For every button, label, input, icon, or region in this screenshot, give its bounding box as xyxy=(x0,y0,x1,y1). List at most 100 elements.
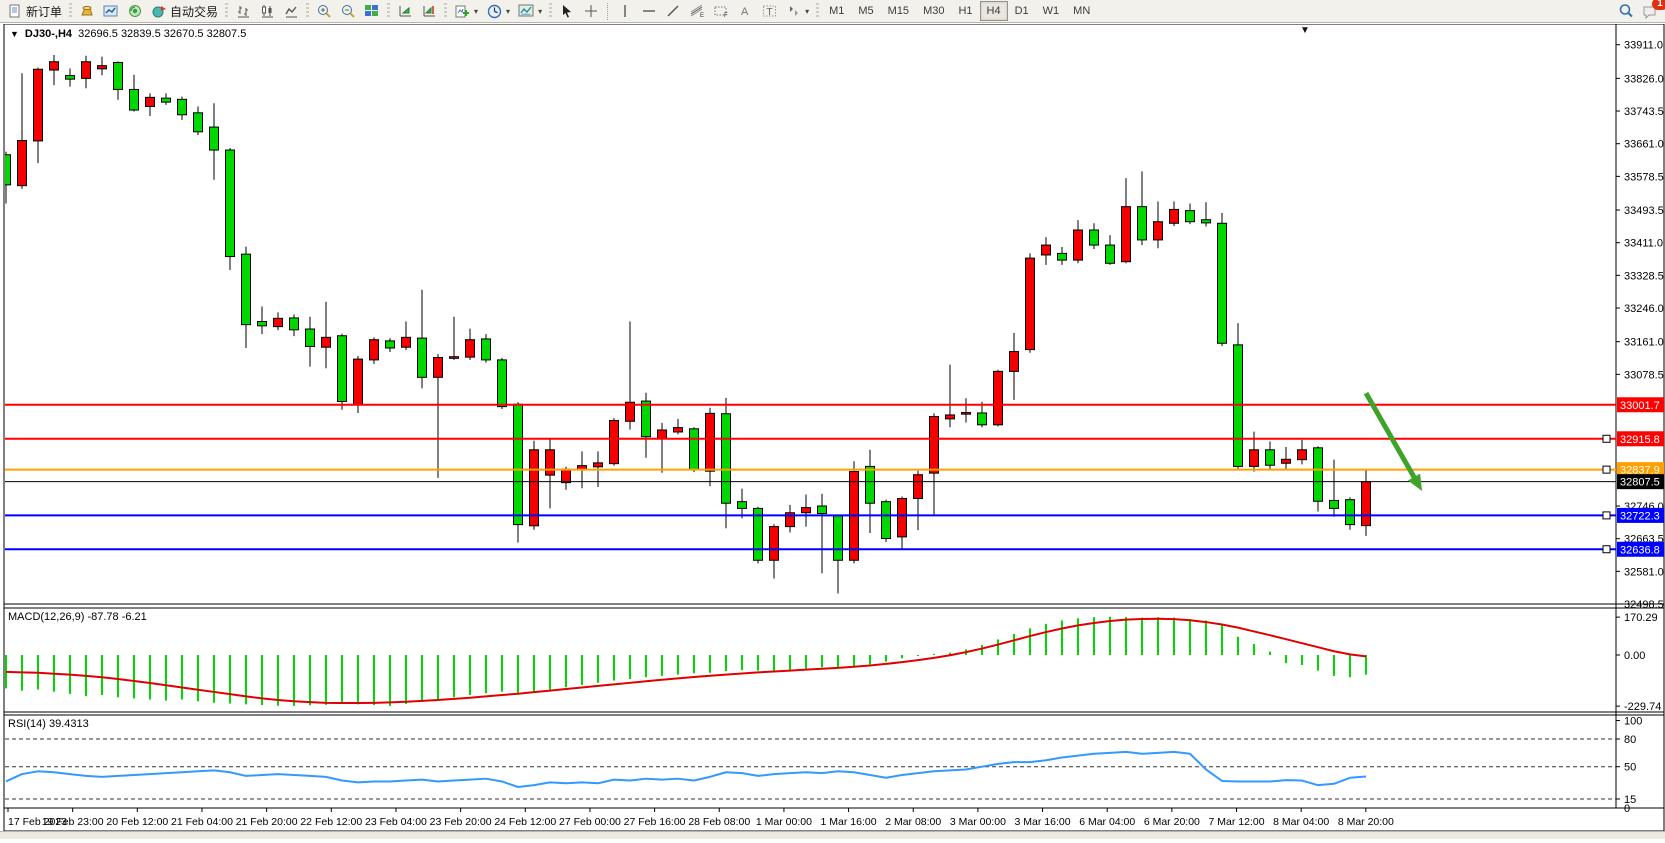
chat-button[interactable]: 1 xyxy=(1638,0,1665,21)
periods-dropdown[interactable]: ▾ xyxy=(482,2,514,21)
candle xyxy=(961,412,971,415)
line-chart-button[interactable] xyxy=(279,2,303,21)
chart-shift-marker[interactable]: ▼ xyxy=(1300,25,1310,36)
resistance-line-2[interactable]: 32915.8 xyxy=(5,431,1664,447)
cursor-button[interactable] xyxy=(555,2,579,21)
new-order-button[interactable]: 新订单 xyxy=(3,2,66,21)
timeframe-M1[interactable]: M1 xyxy=(829,5,845,17)
candle xyxy=(33,68,43,142)
svg-text:100: 100 xyxy=(1624,716,1642,728)
vertical-line-button[interactable] xyxy=(613,2,637,21)
svg-text:170.29: 170.29 xyxy=(1624,612,1658,624)
candle xyxy=(65,75,75,80)
periods-clock-icon xyxy=(486,3,502,19)
candle xyxy=(1345,499,1355,526)
svg-text:32722.3: 32722.3 xyxy=(1620,510,1660,522)
zoom-in-button[interactable] xyxy=(312,2,336,21)
timeframe-W1[interactable]: W1 xyxy=(1042,5,1060,17)
rsi-line xyxy=(5,750,1367,788)
support-line-2[interactable]: 32636.8 xyxy=(5,541,1664,557)
toolbar-grip xyxy=(69,3,73,19)
candle xyxy=(833,515,843,561)
candle xyxy=(449,356,459,359)
candle xyxy=(913,474,923,499)
bar-chart-button[interactable] xyxy=(231,2,255,21)
fibonacci-icon: E xyxy=(689,3,705,19)
timeframe-M15[interactable]: M15 xyxy=(887,5,910,17)
svg-text:33826.0: 33826.0 xyxy=(1624,73,1664,85)
svg-text:E: E xyxy=(700,13,704,18)
candle xyxy=(209,126,219,151)
time-label: 19 Feb 23:00 xyxy=(42,816,104,828)
candle xyxy=(513,403,523,526)
candle xyxy=(1265,449,1275,466)
time-label: 1 Mar 00:00 xyxy=(756,816,812,828)
chart-window[interactable]: ▼ DJ30-,H4 32696.5 32839.5 32670.5 32807.… xyxy=(0,23,1665,838)
symbol-ohlc: 32696.5 32839.5 32670.5 32807.5 xyxy=(78,28,247,40)
new-order-icon xyxy=(7,3,23,19)
candle xyxy=(1249,449,1259,467)
svg-text:33001.7: 33001.7 xyxy=(1620,400,1660,412)
text-button[interactable]: A xyxy=(733,2,757,21)
annotation-arrow[interactable] xyxy=(1363,391,1422,491)
support-line-1[interactable]: 32722.3 xyxy=(5,507,1664,523)
charts-window-button[interactable] xyxy=(99,2,123,21)
symbol-dropdown-icon[interactable]: ▼ xyxy=(10,29,19,39)
timeframe-D1[interactable]: D1 xyxy=(1014,5,1029,17)
timeframe-MN[interactable]: MN xyxy=(1073,5,1091,17)
candle xyxy=(113,62,123,90)
macd-panel[interactable]: 170.29 0.00 -229.74 xyxy=(5,612,1661,713)
time-label: 23 Feb 04:00 xyxy=(365,816,427,828)
window-bottom-edge xyxy=(0,831,1665,839)
template-icon xyxy=(518,3,534,19)
chart-shift-button[interactable] xyxy=(417,2,441,21)
candle xyxy=(225,149,235,258)
tile-windows-icon xyxy=(364,3,380,19)
signals-button[interactable] xyxy=(123,2,147,21)
rsi-panel[interactable]: 100 80 50 150 xyxy=(5,716,1642,815)
candle xyxy=(977,412,987,426)
channels-icon: F xyxy=(713,3,729,19)
timeframe-M5[interactable]: M5 xyxy=(858,5,874,17)
zoom-out-button[interactable] xyxy=(336,2,360,21)
template-dropdown[interactable]: ▾ xyxy=(514,2,546,21)
timeframe-M30[interactable]: M30 xyxy=(923,5,945,17)
new-chart-dropdown[interactable]: ▾ xyxy=(450,2,482,21)
autotrading-label: 自动交易 xyxy=(170,4,219,19)
timeframe-H4[interactable]: H4 xyxy=(979,1,1008,21)
candle xyxy=(305,328,315,347)
autotrading-button[interactable]: 自动交易 xyxy=(147,2,222,21)
fibonacci-button[interactable]: E xyxy=(685,2,709,21)
candle xyxy=(193,112,203,133)
chart-shift-icon xyxy=(421,3,437,19)
candle xyxy=(545,449,555,476)
resistance-line-1[interactable]: 33001.7 xyxy=(5,397,1664,413)
time-label: 17 Feb 2023 xyxy=(8,816,67,828)
candle xyxy=(1217,222,1227,344)
crosshair-button[interactable] xyxy=(579,2,603,21)
candle xyxy=(1041,244,1051,256)
deposit-button[interactable] xyxy=(75,2,99,21)
horizontal-line-button[interactable] xyxy=(637,2,661,21)
timeframe-H1[interactable]: H1 xyxy=(958,5,973,17)
candlestick-chart-button[interactable] xyxy=(255,2,279,21)
search-button[interactable] xyxy=(1614,2,1638,21)
chart-canvas[interactable]: 33911.0 33826.0 33743.5 33661.0 33578.5 33493… xyxy=(0,23,1665,838)
candle xyxy=(1137,206,1147,241)
text-label-button[interactable]: T xyxy=(757,2,781,21)
symbol-title: DJ30-,H4 xyxy=(24,28,72,40)
current-price-line[interactable]: 32807.5 xyxy=(5,474,1664,490)
candle xyxy=(609,419,619,465)
svg-text:32581.0: 32581.0 xyxy=(1624,566,1664,578)
pivot-line[interactable]: 32837.9 xyxy=(5,462,1664,478)
candle xyxy=(353,358,363,406)
svg-text:80: 80 xyxy=(1624,734,1636,746)
arrows-dropdown[interactable]: ▾ xyxy=(781,2,813,21)
trendline-button[interactable] xyxy=(661,2,685,21)
channels-button[interactable]: F xyxy=(709,2,733,21)
auto-scroll-button[interactable] xyxy=(393,2,417,21)
candle xyxy=(481,338,491,361)
tile-windows-button[interactable] xyxy=(360,2,384,21)
candle xyxy=(993,370,1003,426)
